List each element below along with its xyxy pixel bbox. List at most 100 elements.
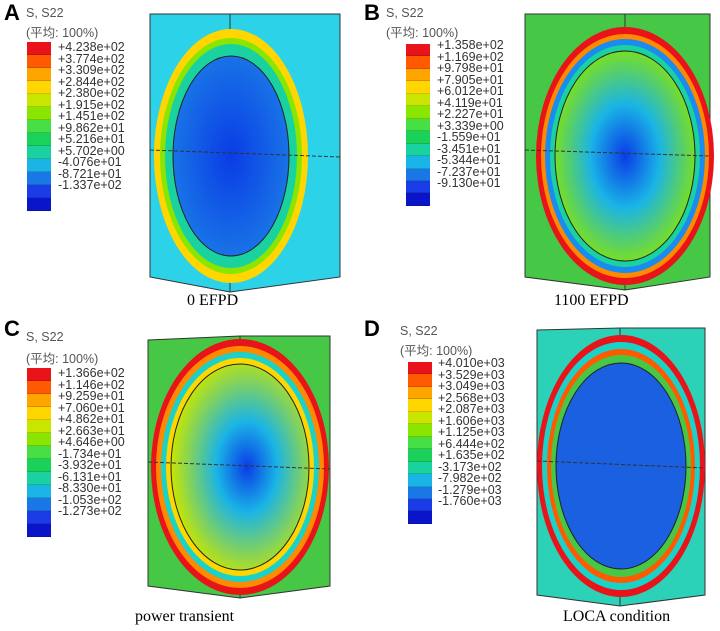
- caption: power transient: [135, 608, 235, 625]
- legend-value: -3.932e+01: [58, 458, 122, 472]
- legend-value: +4.238e+02: [58, 40, 125, 54]
- contour-plot-d: [536, 327, 706, 607]
- legend-value: +1.146e+02: [58, 377, 125, 392]
- legend-value: +4.010e+03: [438, 356, 505, 370]
- legend-value: +4.119e+01: [437, 95, 503, 110]
- legend-value: -9.130e+01: [437, 176, 501, 190]
- legend-header-1: S, S22: [386, 6, 424, 20]
- legend-value: +9.862e+01: [58, 120, 125, 135]
- legend-value: -7.237e+01: [437, 164, 501, 179]
- contour-plot-a: [149, 13, 341, 293]
- caption: 1100 EFPD: [554, 292, 629, 309]
- panel-d: D S, S22 (平均: 100%) +4.010e+03 +3.529e+0…: [360, 316, 720, 631]
- caption: LOCA condition: [563, 608, 671, 625]
- legend-value: +1.451e+02: [58, 109, 125, 123]
- legend-value: +1.169e+02: [437, 49, 504, 64]
- pellet-core: [555, 362, 687, 570]
- legend-value: +1.635e+02: [438, 448, 505, 462]
- legend-swatch: [408, 362, 432, 375]
- legend-value: +9.798e+01: [437, 61, 504, 75]
- panel-c: C S, S22 (平均: 100%) +1.366e+02 +1.146e+0…: [0, 316, 360, 631]
- legend-value: -3.173e+02: [438, 459, 502, 474]
- legend-value: +2.380e+02: [58, 86, 125, 100]
- pellet-core: [554, 50, 696, 262]
- legend-value: +9.259e+01: [58, 389, 125, 403]
- legend-swatch: [406, 193, 430, 206]
- legend-swatch: [27, 407, 51, 420]
- color-legend: [406, 44, 430, 206]
- legend-header-1: S, S22: [400, 324, 438, 338]
- legend-value: +2.568e+03: [438, 390, 505, 405]
- legend-swatch: [408, 449, 432, 462]
- legend-swatch: [27, 120, 51, 133]
- legend-swatch: [406, 168, 430, 181]
- section-line: [524, 149, 711, 157]
- legend-header-2: (平均: 100%): [26, 26, 99, 40]
- legend-value: +3.529e+03: [438, 367, 505, 382]
- legend-swatch: [27, 94, 51, 107]
- legend-swatch: [408, 498, 432, 512]
- legend-values: +4.238e+02 +3.774e+02 +3.309e+02 +2.844e…: [58, 40, 125, 192]
- legend-value: +1.125e+03: [438, 425, 505, 439]
- legend-swatch: [27, 185, 51, 198]
- legend-value: -1.559e+01: [437, 130, 501, 144]
- legend-swatch: [408, 386, 432, 400]
- legend-value: +7.060e+01: [58, 400, 125, 415]
- legend-header-1: S, S22: [26, 6, 64, 20]
- legend-swatch: [406, 106, 430, 119]
- legend-header-2: (平均: 100%): [400, 344, 473, 358]
- legend-value: +2.663e+01: [58, 423, 125, 438]
- legend-value: -7.982e+02: [438, 471, 502, 485]
- panel-letter: D: [364, 316, 380, 341]
- legend-swatch: [27, 42, 51, 55]
- panel-letter: B: [364, 0, 380, 25]
- panel-a: A S, S22 (平均: 100%) +4.238e+02 +3.774e+0…: [0, 0, 360, 315]
- legend-value: +6.012e+01: [437, 84, 504, 98]
- legend-swatch: [408, 511, 432, 524]
- legend-swatch: [408, 474, 432, 487]
- legend-value: +4.646e+00: [58, 435, 125, 449]
- legend-swatch: [27, 420, 51, 433]
- legend-value: +5.216e+01: [58, 132, 125, 146]
- legend-value: +7.905e+01: [437, 72, 504, 87]
- legend-value: +3.309e+02: [58, 63, 125, 77]
- legend-header-2: (平均: 100%): [26, 352, 99, 366]
- legend-value: +1.366e+02: [58, 366, 125, 380]
- legend-swatch: [27, 511, 51, 524]
- legend-value: -1.734e+01: [58, 446, 122, 461]
- legend-values: +1.366e+02 +1.146e+02 +9.259e+01 +7.060e…: [58, 366, 125, 518]
- legend-value: +3.339e+00: [437, 118, 504, 133]
- color-legend: [408, 362, 432, 524]
- legend-value: +2.087e+03: [438, 402, 505, 416]
- legend-value: -8.721e+01: [58, 166, 122, 181]
- legend-swatch: [27, 459, 51, 472]
- legend-swatch: [408, 411, 432, 425]
- legend-value: +3.774e+02: [58, 51, 125, 66]
- legend-swatch: [408, 461, 432, 475]
- legend-value: +1.915e+02: [58, 97, 125, 112]
- legend-swatch: [27, 81, 51, 94]
- legend-value: -4.076e+01: [58, 155, 122, 169]
- legend-values: +1.358e+02 +1.169e+02 +9.798e+01 +7.905e…: [437, 38, 504, 190]
- panel-letter: A: [4, 0, 20, 25]
- legend-value: +1.358e+02: [437, 38, 504, 52]
- legend-value: +6.444e+02: [438, 436, 505, 451]
- legend-value: -8.330e+01: [58, 481, 122, 495]
- color-legend: [27, 368, 51, 537]
- legend-swatch: [406, 56, 430, 69]
- legend-swatch: [406, 118, 430, 132]
- contour-plot-b: [524, 13, 714, 291]
- legend-value: -1.337e+02: [58, 178, 122, 192]
- legend-value: -1.053e+02: [58, 492, 122, 507]
- legend-swatch: [27, 485, 51, 498]
- pellet-core: [170, 363, 310, 571]
- legend-swatch: [27, 368, 51, 381]
- legend-swatch: [406, 68, 430, 82]
- legend-value: -3.451e+01: [437, 141, 501, 156]
- caption: 0 EFPD: [187, 292, 239, 309]
- legend-value: +2.227e+01: [437, 107, 504, 121]
- legend-swatch: [27, 394, 51, 407]
- legend-value: -5.344e+01: [437, 153, 501, 167]
- legend-swatch: [27, 433, 51, 446]
- legend-swatch: [27, 68, 51, 81]
